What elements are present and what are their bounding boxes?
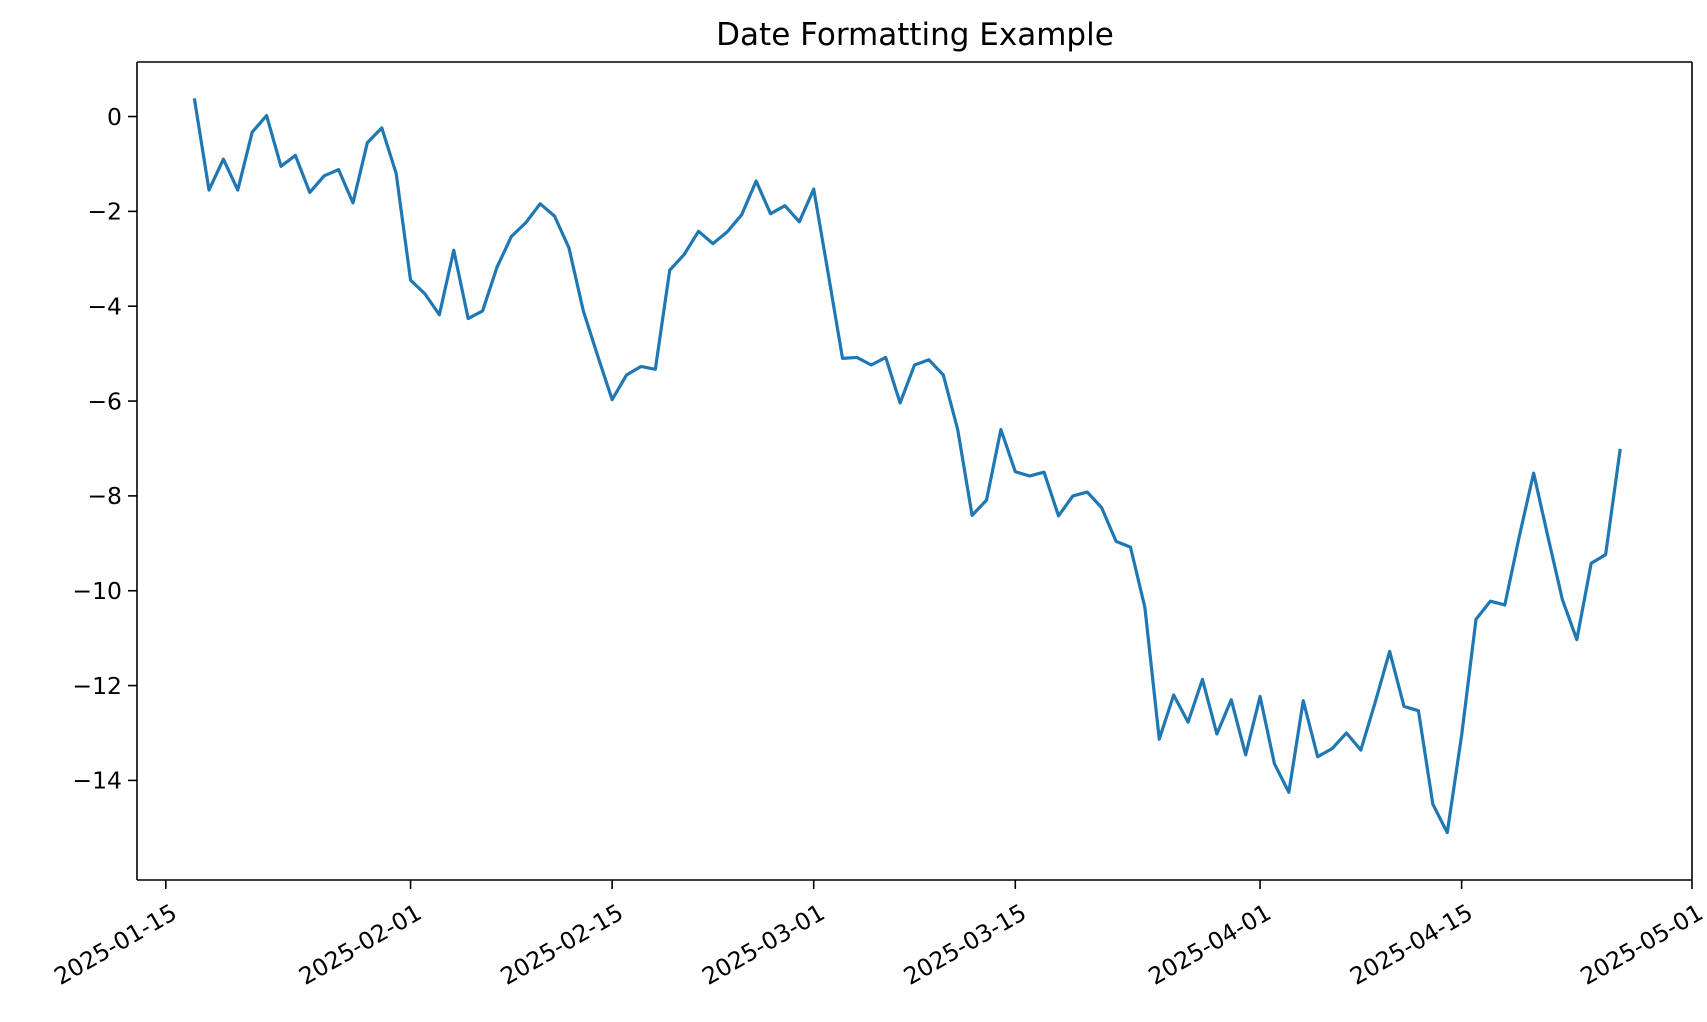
y-tick-label: −6 <box>87 387 122 415</box>
x-tick-label: 2025-04-01 <box>1144 898 1276 991</box>
axes-layer <box>136 61 1693 881</box>
x-tick-label: 2025-03-15 <box>899 898 1031 991</box>
y-tick-label: −2 <box>87 198 122 226</box>
x-tick-label: 2025-02-01 <box>294 898 426 991</box>
y-tick-label: −4 <box>87 292 122 320</box>
x-tick-label: 2025-03-01 <box>697 898 829 991</box>
y-tick-label: 0 <box>107 103 122 131</box>
x-tick-label: 2025-01-15 <box>49 898 181 991</box>
series-line-1 <box>192 98 1622 835</box>
x-tick-label: 2025-05-01 <box>1576 898 1707 991</box>
x-tick-label: 2025-02-15 <box>496 898 628 991</box>
y-tick-label: −14 <box>72 767 122 795</box>
chart-title: Date Formatting Example <box>716 17 1114 53</box>
x-axis: 2025-01-15 2025-02-01 2025-02-15 2025-03-01… <box>49 880 1707 991</box>
y-tick-label: −8 <box>87 482 122 510</box>
series-layer <box>192 98 1622 835</box>
y-axis: 0 −2 −4 −6 −8 −10 −12 −14 <box>72 103 137 795</box>
y-tick-label: −10 <box>72 577 122 605</box>
x-tick-label: 2025-04-15 <box>1345 898 1477 991</box>
y-tick-label: −12 <box>72 672 122 700</box>
